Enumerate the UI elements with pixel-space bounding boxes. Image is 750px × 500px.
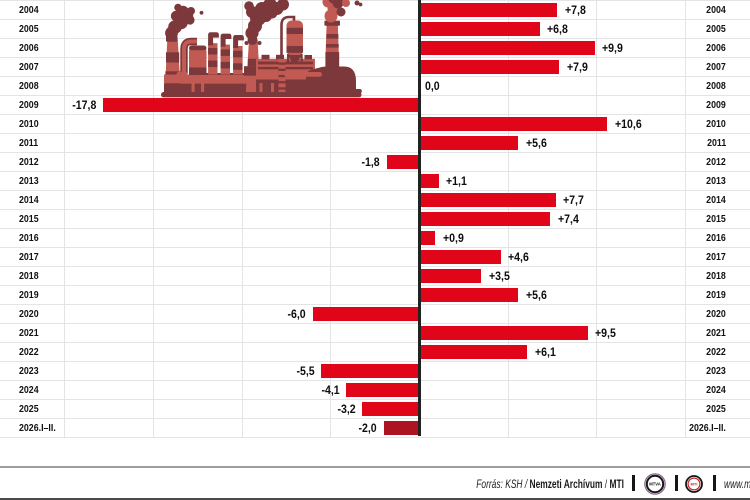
- svg-text:MTVA: MTVA: [649, 482, 661, 487]
- svg-text:MTI: MTI: [691, 482, 698, 487]
